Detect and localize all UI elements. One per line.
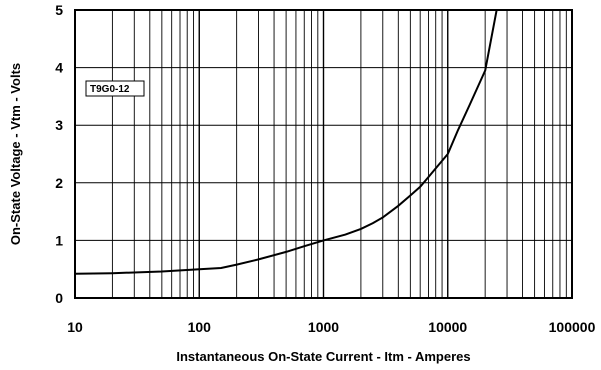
grid xyxy=(75,10,572,298)
x-tick-labels: 10 100 1000 10000 100000 xyxy=(67,319,595,335)
annotation-border xyxy=(85,80,145,97)
series-layer xyxy=(75,10,498,275)
x-tick-label: 10 xyxy=(67,319,83,335)
x-axis-label: Instantaneous On-State Current - Itm - A… xyxy=(176,349,470,364)
y-tick-label: 4 xyxy=(55,60,63,76)
x-tick-label: 1000 xyxy=(308,319,339,335)
x-tick-label: 10000 xyxy=(428,319,467,335)
x-tick-label: 100 xyxy=(188,319,212,335)
y-tick-label: 5 xyxy=(55,2,63,18)
y-tick-label: 1 xyxy=(55,232,63,248)
y-tick-label: 0 xyxy=(55,290,63,306)
y-axis-label: On-State Voltage - Vtm - Volts xyxy=(8,63,23,245)
y-tick-labels: 0 1 2 3 4 5 xyxy=(55,2,63,306)
series-line xyxy=(75,10,498,275)
x-tick-label: 100000 xyxy=(549,319,596,335)
plot-frame xyxy=(74,9,573,299)
annotation-label: T9G0-12 xyxy=(90,84,130,95)
y-tick-label: 3 xyxy=(55,117,63,133)
annotation-box: T9G0-12 xyxy=(85,80,145,97)
y-tick-label: 2 xyxy=(55,175,63,191)
